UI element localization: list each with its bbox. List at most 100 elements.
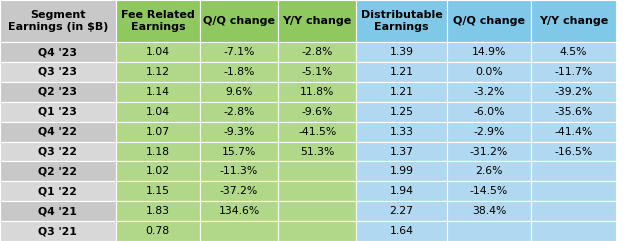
- Bar: [278, 82, 356, 102]
- Text: -9.6%: -9.6%: [301, 107, 333, 117]
- Text: 14.9%: 14.9%: [472, 47, 506, 57]
- Bar: [356, 122, 447, 142]
- Text: 1.14: 1.14: [146, 87, 170, 97]
- Bar: [0, 201, 116, 221]
- Text: Q/Q change: Q/Q change: [203, 16, 275, 26]
- Text: 1.64: 1.64: [389, 226, 414, 236]
- Text: 1.37: 1.37: [389, 147, 414, 156]
- Bar: [200, 221, 278, 241]
- Bar: [356, 181, 447, 201]
- Bar: [278, 102, 356, 122]
- Text: -37.2%: -37.2%: [220, 186, 258, 196]
- Bar: [447, 82, 531, 102]
- Bar: [116, 42, 200, 62]
- Text: -9.3%: -9.3%: [223, 127, 255, 137]
- Text: 2.6%: 2.6%: [476, 167, 502, 176]
- Bar: [278, 142, 356, 161]
- Bar: [0, 142, 116, 161]
- Bar: [0, 181, 116, 201]
- Bar: [531, 181, 616, 201]
- Text: -3.2%: -3.2%: [473, 87, 505, 97]
- Bar: [116, 142, 200, 161]
- Text: -16.5%: -16.5%: [554, 147, 592, 156]
- Bar: [356, 142, 447, 161]
- Text: 134.6%: 134.6%: [219, 206, 260, 216]
- Text: 38.4%: 38.4%: [472, 206, 506, 216]
- Bar: [531, 82, 616, 102]
- Text: 1.94: 1.94: [389, 186, 414, 196]
- Text: -2.8%: -2.8%: [301, 47, 333, 57]
- Bar: [278, 42, 356, 62]
- Bar: [116, 102, 200, 122]
- Bar: [200, 201, 278, 221]
- Bar: [278, 0, 356, 42]
- Text: Distributable
Earnings: Distributable Earnings: [361, 10, 442, 32]
- Bar: [531, 161, 616, 181]
- Bar: [200, 62, 278, 82]
- Text: 1.02: 1.02: [146, 167, 170, 176]
- Text: -39.2%: -39.2%: [554, 87, 592, 97]
- Text: Q2 '22: Q2 '22: [38, 167, 78, 176]
- Bar: [356, 82, 447, 102]
- Bar: [356, 201, 447, 221]
- Bar: [356, 42, 447, 62]
- Bar: [200, 102, 278, 122]
- Bar: [356, 0, 447, 42]
- Bar: [0, 82, 116, 102]
- Bar: [531, 102, 616, 122]
- Bar: [356, 161, 447, 181]
- Bar: [531, 221, 616, 241]
- Text: 0.78: 0.78: [146, 226, 170, 236]
- Bar: [200, 122, 278, 142]
- Bar: [200, 161, 278, 181]
- Bar: [356, 62, 447, 82]
- Text: 1.33: 1.33: [389, 127, 414, 137]
- Text: 51.3%: 51.3%: [300, 147, 334, 156]
- Bar: [531, 201, 616, 221]
- Bar: [0, 62, 116, 82]
- Bar: [447, 102, 531, 122]
- Text: 15.7%: 15.7%: [222, 147, 256, 156]
- Text: Q1 '23: Q1 '23: [38, 107, 78, 117]
- Bar: [447, 122, 531, 142]
- Bar: [116, 181, 200, 201]
- Text: 1.83: 1.83: [146, 206, 170, 216]
- Bar: [116, 0, 200, 42]
- Bar: [447, 42, 531, 62]
- Bar: [116, 62, 200, 82]
- Text: Q2 '23: Q2 '23: [38, 87, 78, 97]
- Bar: [278, 221, 356, 241]
- Text: 1.21: 1.21: [389, 67, 414, 77]
- Text: 11.8%: 11.8%: [300, 87, 334, 97]
- Text: -41.4%: -41.4%: [554, 127, 592, 137]
- Bar: [278, 201, 356, 221]
- Text: 1.18: 1.18: [146, 147, 170, 156]
- Bar: [116, 221, 200, 241]
- Text: Q4 '22: Q4 '22: [38, 127, 78, 137]
- Bar: [531, 122, 616, 142]
- Bar: [200, 181, 278, 201]
- Text: -2.9%: -2.9%: [473, 127, 505, 137]
- Text: 1.04: 1.04: [146, 107, 170, 117]
- Text: -7.1%: -7.1%: [223, 47, 255, 57]
- Text: Fee Related
Earnings: Fee Related Earnings: [121, 10, 195, 32]
- Bar: [447, 142, 531, 161]
- Text: Q3 '22: Q3 '22: [38, 147, 78, 156]
- Text: 1.99: 1.99: [389, 167, 414, 176]
- Bar: [116, 122, 200, 142]
- Bar: [447, 161, 531, 181]
- Bar: [0, 122, 116, 142]
- Bar: [447, 62, 531, 82]
- Text: 2.27: 2.27: [389, 206, 414, 216]
- Text: -6.0%: -6.0%: [473, 107, 505, 117]
- Bar: [200, 82, 278, 102]
- Bar: [447, 221, 531, 241]
- Text: -1.8%: -1.8%: [223, 67, 255, 77]
- Bar: [0, 42, 116, 62]
- Text: 9.6%: 9.6%: [226, 87, 253, 97]
- Text: Y/Y change: Y/Y change: [539, 16, 608, 26]
- Text: -11.3%: -11.3%: [220, 167, 258, 176]
- Bar: [0, 161, 116, 181]
- Bar: [278, 122, 356, 142]
- Text: Q4 '23: Q4 '23: [38, 47, 78, 57]
